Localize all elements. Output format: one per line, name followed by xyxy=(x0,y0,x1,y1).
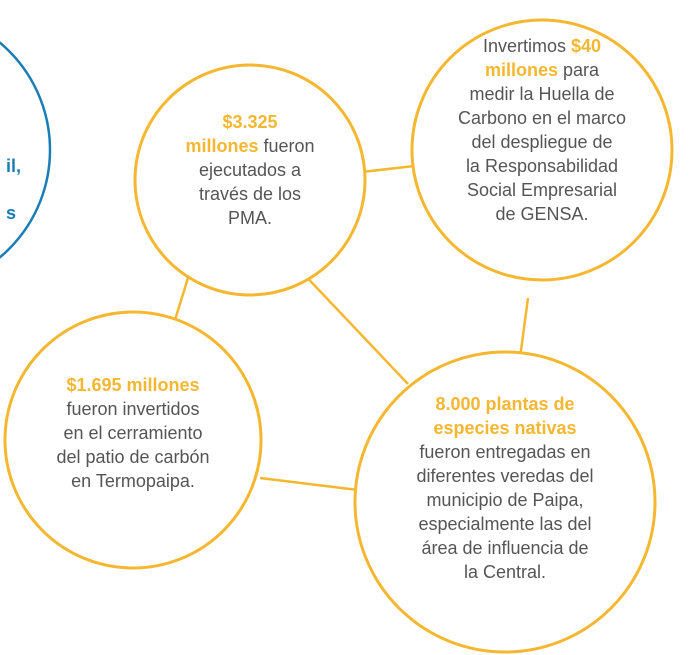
node-text: Invertimos $40 millones para medir la Huel… xyxy=(422,34,662,226)
text-segment: del patio de carbón xyxy=(56,447,210,467)
side-text: il, xyxy=(6,156,22,176)
highlight: millones xyxy=(484,60,558,80)
text-line: través de los xyxy=(130,182,370,206)
node-circle xyxy=(3,310,263,570)
text-line: Carbono en el marco xyxy=(422,106,662,130)
highlight: $1.695 millones xyxy=(66,375,200,395)
text-line: en el cerramiento xyxy=(13,421,253,445)
text-line: fueron entregadas en xyxy=(385,440,625,464)
text-segment: la Responsabilidad xyxy=(465,156,619,176)
text-segment: área de influencia de xyxy=(421,538,589,558)
text-segment: medir la Huella de xyxy=(469,84,615,104)
side-text: s xyxy=(6,203,17,223)
text-line: millones para xyxy=(422,58,662,82)
node-circle xyxy=(353,350,657,654)
text-segment: PMA. xyxy=(227,208,272,228)
node-text: $1.695 millones fueron invertidos en el ce… xyxy=(13,373,253,493)
text-segment: en el cerramiento xyxy=(63,423,203,443)
text-line: fueron invertidos xyxy=(13,397,253,421)
text-line: de GENSA. xyxy=(422,202,662,226)
text-segment: para xyxy=(558,60,600,80)
text-line: $1.695 millones xyxy=(13,373,253,397)
text-line: $3.325 xyxy=(130,110,370,134)
text-line: municipio de Paipa, xyxy=(385,488,625,512)
text-segment: de GENSA. xyxy=(495,204,589,224)
text-line: medir la Huella de xyxy=(422,82,662,106)
text-segment: Invertimos xyxy=(482,36,571,56)
highlight: especies nativas xyxy=(433,418,577,438)
text-line: Invertimos $40 xyxy=(422,34,662,58)
text-line: la Central. xyxy=(385,560,625,584)
text-segment: la Central. xyxy=(463,562,547,582)
text-line: especies nativas xyxy=(385,416,625,440)
text-segment: municipio de Paipa, xyxy=(426,490,584,510)
text-line: millones fueron xyxy=(130,134,370,158)
text-segment: Carbono en el marco xyxy=(457,108,627,128)
highlight: 8.000 plantas de xyxy=(435,394,575,414)
highlight: millones xyxy=(185,136,259,156)
highlight: $3.325 xyxy=(222,112,278,132)
node-text: $3.325 millones fueron ejecutados a través … xyxy=(130,110,370,230)
highlight: $40 xyxy=(570,36,602,56)
side-circle xyxy=(0,41,52,259)
connector xyxy=(297,267,409,385)
text-segment: diferentes veredas del xyxy=(416,466,594,486)
text-line: la Responsabilidad xyxy=(422,154,662,178)
node-circle xyxy=(133,63,367,297)
text-line: del patio de carbón xyxy=(13,445,253,469)
text-segment: través de los xyxy=(198,184,302,204)
connector xyxy=(361,164,415,174)
text-segment: especialmente las del xyxy=(418,514,592,534)
text-line: Social Empresarial xyxy=(422,178,662,202)
text-line: especialmente las del xyxy=(385,512,625,536)
text-line: ejecutados a xyxy=(130,158,370,182)
text-line: en Termopaipa. xyxy=(13,469,253,493)
text-segment: en Termopaipa. xyxy=(71,471,195,491)
node-circle xyxy=(410,18,674,282)
text-segment: ejecutados a xyxy=(198,160,302,180)
text-segment: Social Empresarial xyxy=(466,180,618,200)
text-segment: fueron invertidos xyxy=(66,399,200,419)
text-line: diferentes veredas del xyxy=(385,464,625,488)
text-line: área de influencia de xyxy=(385,536,625,560)
text-line: del despliegue de xyxy=(422,130,662,154)
text-line: 8.000 plantas de xyxy=(385,392,625,416)
text-segment: del despliegue de xyxy=(471,132,613,152)
text-line: PMA. xyxy=(130,206,370,230)
text-segment: fueron xyxy=(258,136,315,156)
connector xyxy=(259,476,359,492)
text-segment: fueron entregadas en xyxy=(419,442,591,462)
connector xyxy=(518,297,530,359)
node-text: 8.000 plantas de especies nativas fueron e… xyxy=(385,392,625,584)
